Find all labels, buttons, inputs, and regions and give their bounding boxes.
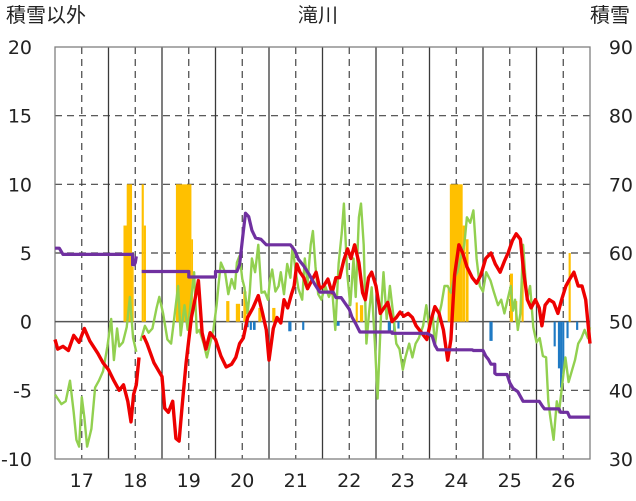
x-tick-label: 21 bbox=[284, 470, 308, 492]
negative-bar bbox=[388, 322, 391, 332]
left-tick-label: 20 bbox=[8, 37, 32, 59]
x-tick-label: 22 bbox=[337, 470, 361, 492]
negative-bar bbox=[489, 322, 492, 341]
left-tick-label: 15 bbox=[8, 106, 32, 128]
right-tick-label: 40 bbox=[609, 380, 633, 402]
negative-bar bbox=[288, 322, 291, 332]
snowfall-bar bbox=[569, 253, 571, 322]
negative-bar bbox=[576, 322, 578, 330]
negative-bar bbox=[250, 322, 252, 330]
right-tick-label: 90 bbox=[609, 37, 633, 59]
x-tick-label: 19 bbox=[177, 470, 201, 492]
negative-bar bbox=[336, 322, 339, 326]
snowfall-bar bbox=[142, 184, 144, 321]
snowfall-bar bbox=[144, 226, 146, 322]
snowfall-bar bbox=[236, 304, 240, 322]
snowfall-bar bbox=[226, 301, 229, 322]
right-tick-label: 30 bbox=[609, 449, 633, 471]
snowfall-bar bbox=[360, 305, 363, 321]
snowfall-bar bbox=[356, 302, 358, 321]
x-tick-label: 18 bbox=[123, 470, 147, 492]
left-tick-label: 10 bbox=[8, 174, 32, 196]
left-tick-label: -5 bbox=[13, 380, 32, 402]
chart-title: 滝川 bbox=[298, 3, 338, 27]
negative-bar bbox=[558, 322, 560, 369]
left-tick-label: -10 bbox=[1, 449, 32, 471]
left-tick-label: 0 bbox=[20, 312, 32, 334]
negative-bar bbox=[554, 322, 556, 347]
negative-bar bbox=[302, 322, 304, 330]
x-tick-label: 23 bbox=[391, 470, 415, 492]
x-tick-label: 20 bbox=[230, 470, 254, 492]
x-tick-label: 26 bbox=[551, 470, 575, 492]
x-tick-label: 17 bbox=[70, 470, 94, 492]
right-tick-label: 80 bbox=[609, 106, 633, 128]
x-tick-label: 25 bbox=[498, 470, 522, 492]
right-tick-label: 70 bbox=[609, 174, 633, 196]
left-tick-label: 5 bbox=[20, 243, 32, 265]
right-tick-label: 60 bbox=[609, 243, 633, 265]
negative-bar bbox=[253, 322, 256, 330]
right-axis-label: 積雪 bbox=[590, 3, 630, 27]
negative-bar bbox=[566, 322, 568, 338]
negative-bar bbox=[397, 322, 399, 329]
right-tick-label: 50 bbox=[609, 312, 633, 334]
x-tick-label: 24 bbox=[444, 470, 468, 492]
left-axis-label: 積雪以外 bbox=[6, 3, 86, 27]
snowfall-bar bbox=[466, 239, 469, 321]
